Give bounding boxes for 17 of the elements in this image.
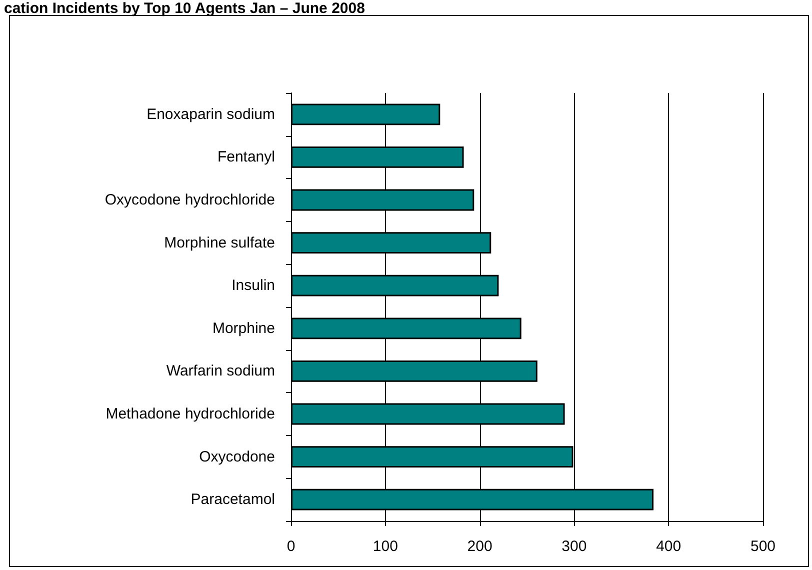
- x-tick-label: 300: [562, 538, 587, 555]
- y-tick-label: Enoxaparin sodium: [146, 106, 275, 123]
- x-tick-label: 100: [372, 538, 398, 555]
- chart-title: cation Incidents by Top 10 Agents Jan – June 2008: [4, 0, 365, 17]
- y-tick-label: Morphine sulfate: [164, 234, 275, 252]
- x-tick-label: 500: [750, 538, 776, 555]
- y-tick-label: Fentanyl: [217, 148, 275, 166]
- y-tick-label: Methadone hydrochloride: [106, 406, 275, 422]
- y-tick-label: Paracetamol: [190, 491, 275, 508]
- y-tick-label: Oxycodone hydrochloride: [104, 192, 275, 208]
- y-tick-label: Insulin: [232, 277, 275, 294]
- x-tick-label: 0: [286, 538, 296, 555]
- x-tick-label: 400: [656, 538, 682, 555]
- y-tick-label: Morphine: [212, 320, 275, 337]
- x-tick-label: 200: [467, 538, 492, 555]
- y-tick-label: Warfarin sodium: [166, 362, 275, 380]
- y-tick-label: Oxycodone: [199, 448, 275, 466]
